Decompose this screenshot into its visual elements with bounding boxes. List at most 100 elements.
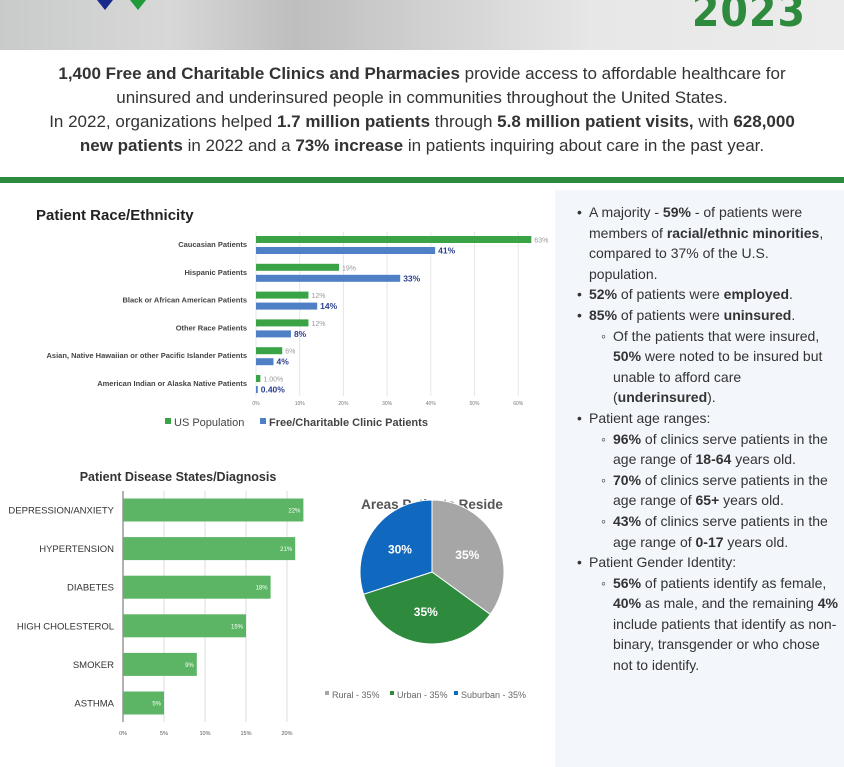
- fact-highlight: 0-17: [695, 533, 724, 550]
- legend-swatch: [325, 691, 329, 695]
- intro-bold: 5.8 million patient visits,: [497, 112, 694, 131]
- intro-text-span: in 2022 and a: [182, 136, 296, 155]
- category-label: Other Race Patients: [176, 323, 247, 332]
- fact-text: Patient age ranges:: [589, 409, 711, 426]
- bar-us: [256, 319, 309, 327]
- fact-highlight: 56%: [613, 574, 642, 591]
- category-label: Caucasian Patients: [178, 240, 247, 249]
- intro-bold: new patients: [79, 136, 183, 155]
- fact-highlight: underinsured: [617, 389, 708, 406]
- intro-text: 1,400 Free and Charitable Clinics and Ph…: [0, 62, 844, 158]
- fact-text: ).: [707, 389, 716, 406]
- fact-item: 85% of patients were uninsured.: [577, 305, 839, 326]
- fact-item: A majority - 59% - of patients were memb…: [577, 202, 839, 284]
- data-label: 9%: [185, 663, 194, 669]
- legend-label: Free/Charitable Clinic Patients: [269, 417, 428, 429]
- fact-text: years old.: [723, 533, 789, 550]
- fact-item: 96% of clinics serve patients in the age…: [601, 429, 839, 470]
- fact-text: , compared to 37% of the U.S. population…: [589, 224, 824, 282]
- fact-highlight: 59%: [662, 204, 691, 220]
- pie-label: 35%: [414, 605, 438, 619]
- chart-title: Patient Disease States/Diagnosis: [80, 470, 277, 484]
- fact-text: - of patients were members of: [589, 204, 803, 241]
- data-label: 41%: [438, 246, 455, 256]
- fact-item: Of the patients that were insured, 50% w…: [601, 326, 839, 408]
- category-label: SMOKER: [73, 660, 114, 671]
- category-label: American Indian or Alaska Native Patient…: [97, 379, 247, 388]
- bar-clinic: [256, 330, 291, 338]
- fact-highlight: employed: [723, 286, 790, 303]
- data-label: 8%: [294, 329, 307, 339]
- fact-highlight: 43%: [613, 512, 642, 529]
- intro-bold: 628,000: [733, 112, 795, 131]
- fact-item: 52% of patients were employed.: [577, 284, 839, 305]
- bar: [123, 575, 271, 599]
- data-label: 21%: [280, 547, 293, 553]
- intro-text-span: in patients inquiring about care in the …: [403, 136, 765, 155]
- facts-panel: A majority - 59% - of patients were memb…: [555, 190, 844, 767]
- fact-highlight: racial/ethnic minorities: [666, 224, 820, 241]
- x-tick-label: 30%: [382, 401, 393, 407]
- legend-label: Urban - 35%: [397, 690, 448, 700]
- bar: [123, 614, 246, 638]
- pie-slice-suburban: [359, 499, 433, 595]
- legend-label: Suburban - 35%: [461, 690, 526, 700]
- bar: [123, 652, 197, 676]
- legend-swatch: [390, 691, 394, 695]
- bar-clinic: [256, 247, 436, 254]
- fact-highlight: 85%: [589, 306, 618, 323]
- fact-highlight: 70%: [613, 471, 642, 488]
- intro-text-span: In 2022, organizations helped: [49, 112, 277, 131]
- x-tick-label: 10%: [295, 401, 306, 407]
- bar-clinic: [256, 358, 274, 366]
- x-tick-label: 0%: [252, 401, 260, 407]
- x-tick-label: 20%: [338, 401, 349, 407]
- fact-text: .: [791, 306, 796, 323]
- data-label: 0.40%: [261, 385, 286, 395]
- x-tick-label: 20%: [281, 731, 292, 737]
- fact-text: include patients that identify as non-bi…: [613, 615, 837, 674]
- bar-us: [256, 291, 309, 299]
- fact-item: 70% of clinics serve patients in the age…: [601, 470, 839, 511]
- bar-clinic: [256, 302, 318, 310]
- bar: [123, 537, 296, 561]
- fact-highlight: 40%: [613, 595, 642, 612]
- fact-text: of clinics serve patients in the age ran…: [613, 430, 828, 468]
- fact-text: as male, and the remaining: [641, 595, 818, 612]
- bar: [123, 498, 304, 522]
- data-label: 4%: [276, 357, 289, 367]
- bar-us: [256, 236, 532, 243]
- data-label: 5%: [152, 702, 161, 708]
- intro-text-span: with: [693, 112, 734, 131]
- legend-swatch: [454, 691, 458, 695]
- fact-text: of patients were: [617, 286, 724, 303]
- fact-highlight: uninsured: [723, 306, 792, 323]
- charts-area: Patient Race/Ethnicity 0% 10% 20% 30% 40% 50% 6…: [8, 207, 548, 737]
- category-label: Hispanic Patients: [184, 268, 247, 277]
- bar-us: [256, 347, 283, 355]
- data-label: 19%: [342, 265, 356, 272]
- fact-text: Of the patients that were insured,: [613, 327, 820, 344]
- fact-text: Patient Gender Identity:: [589, 554, 737, 571]
- fact-item: 43% of clinics serve patients in the age…: [601, 511, 839, 552]
- legend-swatch: [165, 418, 171, 424]
- fact-text: A majority -: [589, 204, 663, 220]
- fact-highlight: 18-64: [695, 451, 732, 468]
- fact-text: were noted to be insured but unable to a…: [613, 348, 823, 406]
- green-divider: [0, 177, 844, 183]
- fact-text: of clinics serve patients in the age ran…: [613, 471, 828, 509]
- bar-us: [256, 263, 340, 271]
- fact-text: years old.: [719, 492, 784, 509]
- fact-text: of clinics serve patients in the age ran…: [613, 512, 828, 550]
- bar: [123, 691, 164, 715]
- fact-highlight: 4%: [817, 595, 838, 612]
- category-label: Asian, Native Hawaiian or other Pacific …: [47, 351, 248, 360]
- fact-highlight: 96%: [613, 430, 642, 447]
- legend-swatch: [260, 418, 266, 424]
- data-label: 12%: [311, 321, 325, 328]
- fact-highlight: 52%: [589, 286, 618, 303]
- category-label: HYPERTENSION: [39, 544, 114, 555]
- data-label: 14%: [320, 301, 337, 311]
- data-label: 1.00%: [263, 377, 283, 384]
- logo-blue-triangle-icon: [97, 0, 113, 10]
